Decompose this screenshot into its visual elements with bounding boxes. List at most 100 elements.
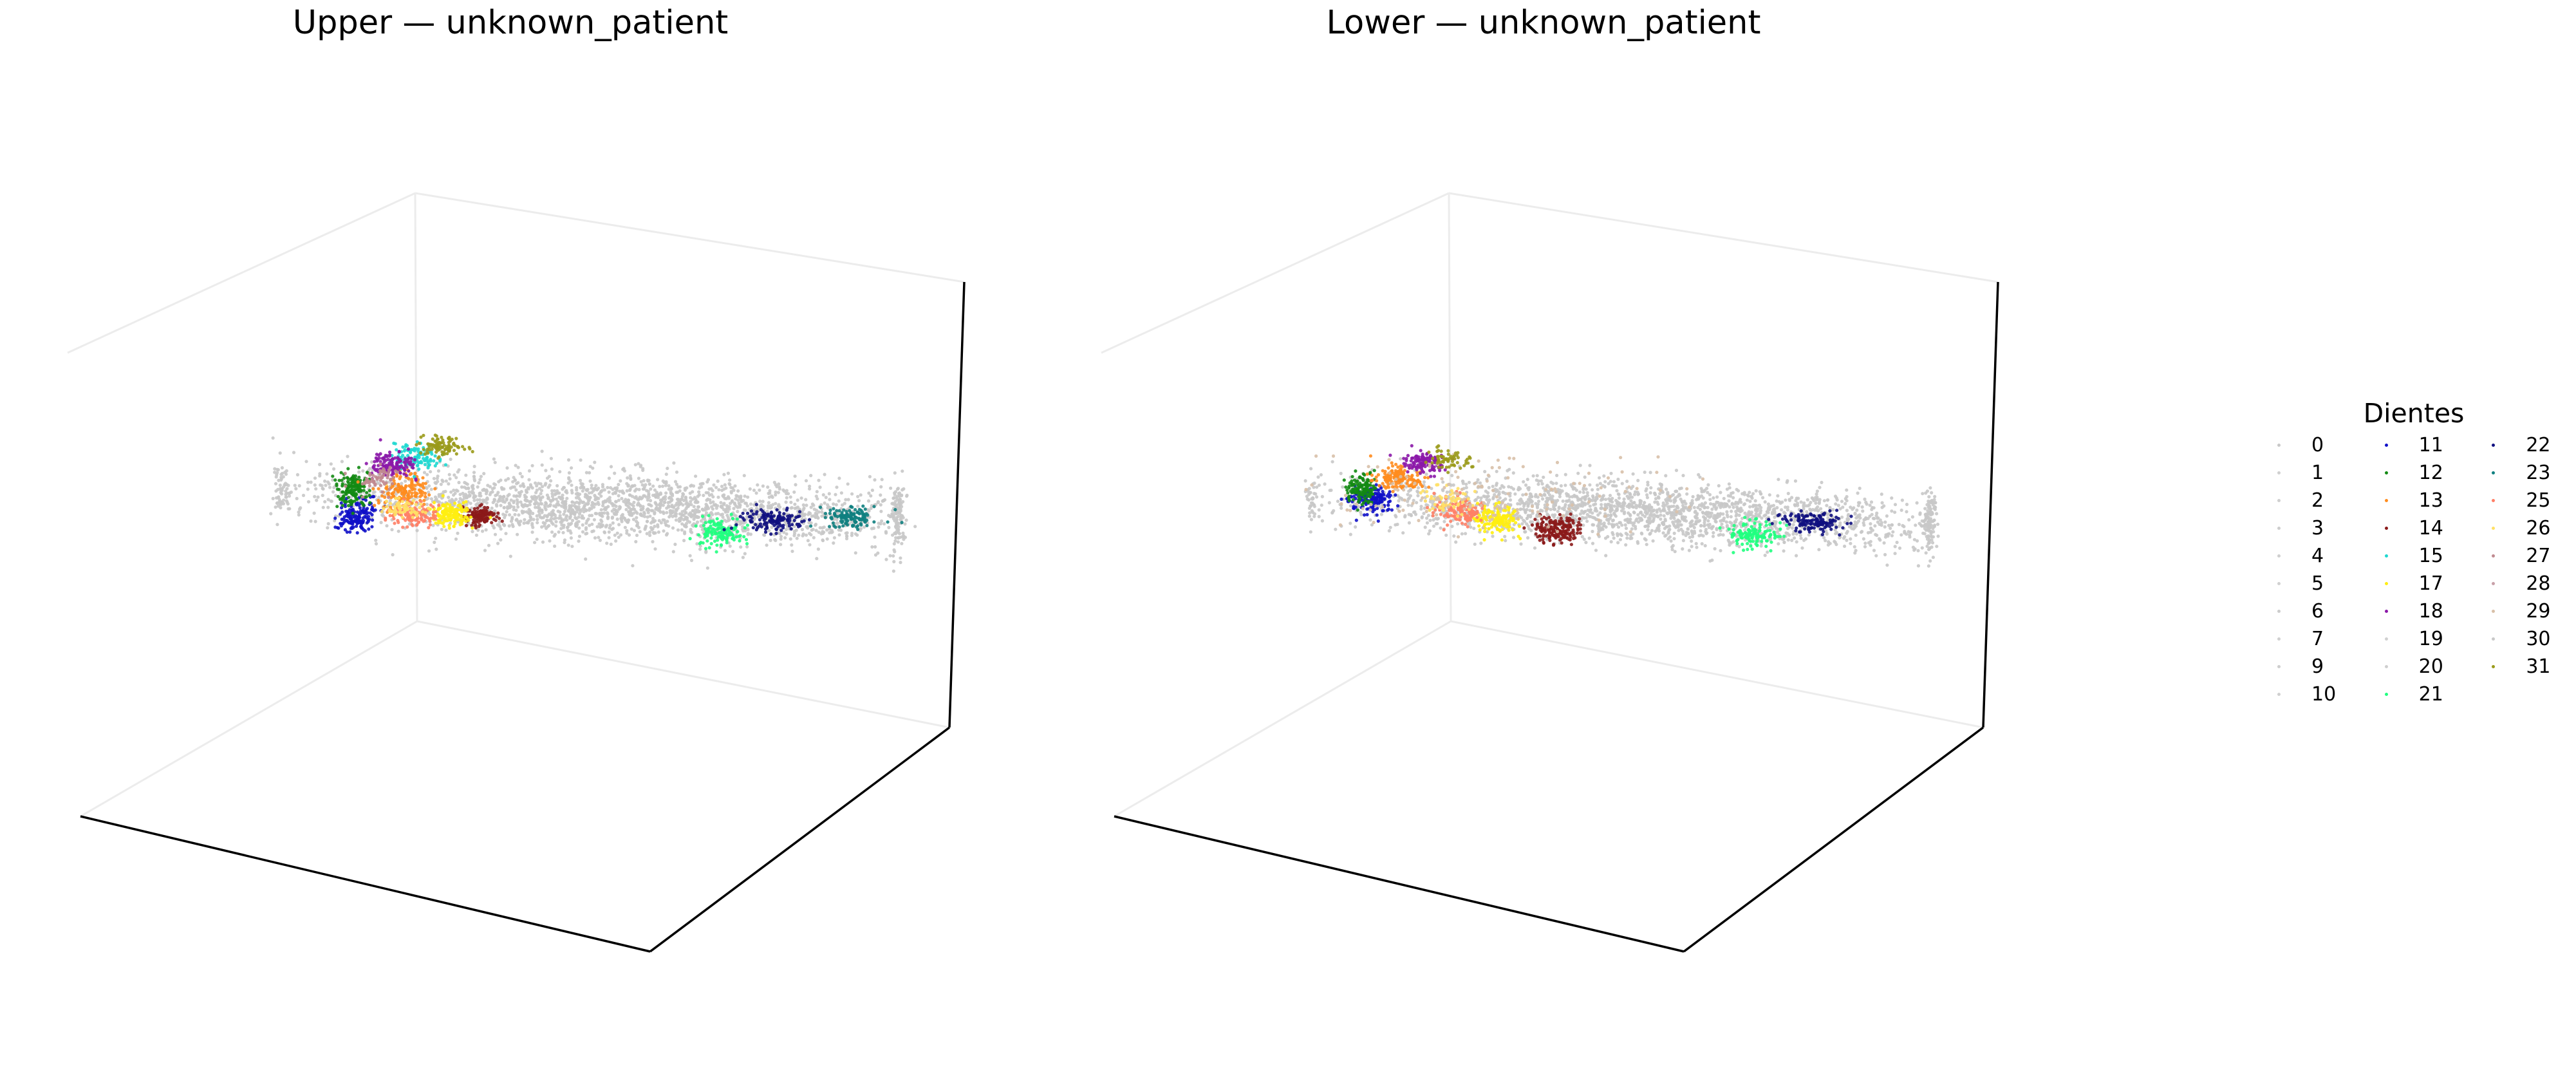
scatter-point [452, 525, 456, 529]
scatter-point [893, 508, 897, 512]
scatter-point [1687, 549, 1691, 552]
scatter-point [431, 437, 434, 441]
scatter-point [1584, 487, 1588, 491]
scatter-point [346, 455, 350, 458]
scatter-point [550, 489, 554, 493]
scatter-point [490, 506, 494, 511]
scatter-point [391, 472, 395, 476]
scatter-point [356, 480, 360, 484]
scatter-point [662, 500, 667, 504]
scatter-point [397, 502, 400, 506]
scatter-point [436, 456, 440, 460]
scatter-point [581, 500, 584, 505]
scatter-point [794, 483, 798, 487]
scatter-point [431, 513, 435, 517]
scatter-point [746, 532, 750, 536]
scatter-point [692, 505, 696, 509]
scatter-point [593, 460, 597, 464]
scatter-point [647, 495, 651, 500]
scatter-point [1622, 500, 1626, 504]
scatter-point [363, 495, 368, 500]
scatter-point [913, 525, 917, 529]
scatter-point [427, 445, 431, 449]
scatter-point [421, 510, 425, 514]
scatter-point [318, 472, 322, 476]
scatter-point [557, 495, 561, 499]
scatter-point [672, 461, 676, 465]
scatter-point [575, 488, 579, 492]
scatter-point [549, 456, 554, 460]
scatter-point [453, 502, 457, 505]
scatter-point [815, 490, 819, 494]
scatter-point [609, 465, 613, 469]
scatter-point [710, 529, 714, 533]
scatter-point [532, 494, 537, 498]
scatter-point [483, 520, 487, 523]
scatter-point [509, 498, 513, 502]
scatter-point [465, 496, 469, 500]
scatter-point [565, 518, 569, 522]
scatter-point [525, 510, 529, 514]
scatter-point [370, 479, 374, 483]
scatter-point [1473, 542, 1477, 546]
scatter-point [357, 465, 361, 469]
scatter-point [741, 556, 745, 559]
scatter-point [896, 540, 900, 544]
scatter-point [276, 487, 280, 492]
scatter-point [727, 505, 731, 509]
scatter-point [406, 494, 410, 498]
scatter-point [856, 527, 860, 531]
scatter-point [545, 519, 549, 523]
scatter-point [1524, 483, 1528, 487]
scatter-point [385, 464, 389, 467]
scatter-point [729, 512, 733, 516]
scatter-point [890, 513, 894, 518]
scatter-point [554, 520, 558, 524]
scatter-point [278, 451, 282, 455]
scatter-point [488, 493, 492, 496]
scatter-point [583, 503, 586, 507]
scatter-point [414, 502, 418, 507]
upper-plot [67, 192, 966, 953]
scatter-point [573, 501, 577, 505]
scatter-point [825, 528, 829, 532]
scatter-point [377, 487, 380, 491]
scatter-point [763, 530, 768, 534]
scatter-point [1472, 527, 1476, 530]
scatter-point [439, 517, 443, 521]
scatter-point [778, 522, 781, 526]
scatter-point [684, 517, 687, 521]
scatter-point [277, 495, 281, 499]
scatter-point [624, 518, 628, 522]
scatter-point [804, 498, 808, 502]
scatter-point [601, 483, 605, 487]
scatter-point [590, 483, 593, 487]
scatter-point [743, 502, 747, 505]
scatter-point [416, 516, 420, 520]
scatter-point [353, 519, 357, 523]
scatter-point [432, 511, 436, 514]
pane-edge [416, 620, 950, 729]
scatter-point [778, 511, 781, 515]
scatter-point [424, 452, 427, 456]
scatter-point [867, 491, 871, 495]
scatter-point [1498, 487, 1502, 491]
scatter-point [453, 473, 456, 477]
scatter-point [667, 484, 671, 488]
scatter-point [472, 471, 476, 474]
scatter-point [444, 528, 448, 532]
scatter-point [599, 508, 603, 512]
scatter-point [1777, 500, 1781, 503]
scatter-point [406, 496, 410, 500]
scatter-point [1861, 509, 1865, 513]
scatter-point [583, 494, 587, 499]
scatter-point [508, 513, 512, 517]
scatter-point [595, 512, 599, 516]
scatter-point [470, 506, 474, 510]
scatter-point [284, 472, 288, 476]
scatter-point [1398, 496, 1402, 500]
scatter-point [600, 520, 604, 523]
scatter-point [835, 509, 839, 512]
scatter-point [445, 519, 450, 523]
scatter-point [360, 519, 364, 523]
